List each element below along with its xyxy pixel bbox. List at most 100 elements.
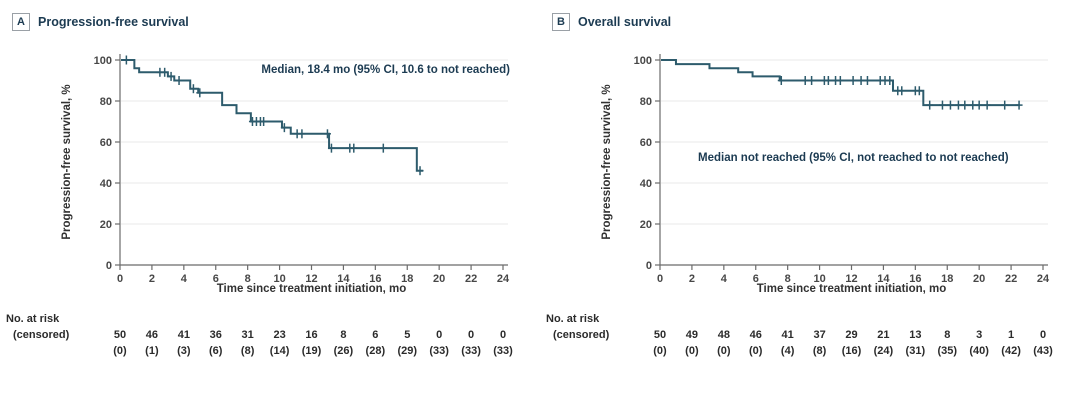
censored-count: (19) (301, 345, 322, 357)
panel-a-title: A Progression-free survival (12, 13, 189, 31)
panel-b-y-axis-label: Progression-free survival, % (601, 84, 613, 240)
panel-b-at-risk-row: 50 49 48 46 41 37 29 21 13 8 3 1 0 (540, 329, 1080, 343)
at-risk-count: 16 (305, 329, 318, 341)
svg-text:18: 18 (401, 273, 413, 285)
panel-b: 0 20 40 60 80 100 0 2 4 6 8 10 12 14 16 18 20 22 24 B Over… (540, 0, 1080, 400)
censored-count: (33) (429, 345, 449, 357)
censored-count: (40) (969, 345, 989, 357)
svg-text:0: 0 (657, 273, 663, 285)
at-risk-count: 0 (436, 329, 443, 341)
censored-count: (0) (717, 345, 731, 357)
censored-count: (1) (145, 345, 159, 357)
svg-text:4: 4 (721, 273, 728, 285)
svg-text:60: 60 (640, 137, 652, 149)
svg-text:14: 14 (877, 273, 890, 285)
censored-count: (8) (812, 345, 827, 357)
svg-text:24: 24 (497, 273, 510, 285)
panel-a-at-risk-row: 50 46 41 36 31 23 16 8 6 5 0 0 0 (0, 329, 540, 343)
svg-text:18: 18 (941, 273, 953, 285)
at-risk-count: 46 (145, 329, 159, 341)
censored-count: (0) (113, 345, 127, 357)
censored-count: (0) (685, 345, 699, 357)
censored-count: (26) (333, 345, 354, 357)
panel-b-title-text: Overall survival (578, 15, 672, 29)
svg-text:0: 0 (646, 260, 652, 272)
panel-a-censored-label: (censored) (13, 329, 70, 341)
censored-count: (14) (269, 345, 290, 357)
at-risk-count: 8 (340, 329, 347, 341)
panel-b-censored-row: (0) (0) (0) (0) (4) (8) (16) (24) (31) (35) (40) (4… (540, 345, 1080, 359)
censored-count: (28) (365, 345, 386, 357)
svg-text:0: 0 (117, 273, 123, 285)
at-risk-count: 3 (976, 329, 983, 341)
censored-count: (35) (937, 345, 958, 357)
panel-b-x-axis-label: Time since treatment initiation, mo (756, 283, 947, 295)
svg-text:8: 8 (245, 273, 251, 285)
at-risk-count: 50 (113, 329, 127, 341)
svg-text:2: 2 (689, 273, 695, 285)
at-risk-count: 6 (372, 329, 379, 341)
svg-text:22: 22 (1005, 273, 1017, 285)
panel-b-median-annotation: Median not reached (95% CI, not reached … (698, 152, 1009, 164)
panel-a-x-axis-label: Time since treatment initiation, mo (216, 283, 407, 295)
svg-text:80: 80 (100, 96, 112, 108)
svg-text:4: 4 (181, 273, 188, 285)
at-risk-count: 23 (273, 329, 286, 341)
panel-a-median-annotation: Median, 18.4 mo (95% CI, 10.6 to not rea… (261, 64, 510, 76)
svg-text:20: 20 (100, 219, 112, 231)
svg-text:0: 0 (106, 260, 112, 272)
svg-text:100: 100 (94, 55, 112, 67)
panel-a-y-axis-label: Progression-free survival, % (61, 84, 73, 240)
at-risk-count: 50 (653, 329, 667, 341)
at-risk-count: 0 (1039, 329, 1047, 341)
censored-count: (42) (1001, 345, 1021, 357)
svg-text:6: 6 (213, 273, 219, 285)
at-risk-count: 41 (177, 329, 190, 341)
censored-count: (43) (1033, 345, 1053, 357)
svg-text:6: 6 (753, 273, 759, 285)
at-risk-count: 41 (781, 329, 794, 341)
svg-text:20: 20 (640, 219, 652, 231)
svg-text:10: 10 (273, 273, 285, 285)
censored-count: (6) (209, 345, 223, 357)
svg-text:8: 8 (785, 273, 791, 285)
at-risk-count: 31 (241, 329, 254, 341)
censored-count: (24) (873, 345, 894, 357)
svg-text:16: 16 (909, 273, 921, 285)
svg-text:12: 12 (305, 273, 317, 285)
censored-count: (8) (240, 345, 255, 357)
panel-a-title-text: Progression-free survival (38, 15, 189, 29)
at-risk-count: 1 (1008, 329, 1015, 341)
at-risk-count: 5 (404, 329, 411, 341)
censored-count: (33) (461, 345, 481, 357)
censored-count: (16) (841, 345, 862, 357)
censored-count: (33) (493, 345, 513, 357)
at-risk-count: 48 (717, 329, 730, 341)
panel-b-label: B (552, 13, 570, 31)
at-risk-count: 46 (749, 329, 762, 341)
svg-text:60: 60 (100, 137, 112, 149)
at-risk-count: 8 (944, 329, 951, 341)
panel-a-censored-row: (0) (1) (3) (6) (8) (14) (19) (26) (28) (29) (33) (… (0, 345, 540, 359)
censored-count: (0) (653, 345, 667, 357)
censored-count: (3) (177, 345, 191, 357)
panel-a-risk-label: No. at risk (6, 313, 60, 325)
at-risk-count: 0 (499, 329, 507, 341)
censored-count: (31) (905, 345, 926, 357)
svg-text:14: 14 (337, 273, 350, 285)
svg-text:16: 16 (369, 273, 381, 285)
svg-text:80: 80 (640, 96, 652, 108)
svg-text:24: 24 (1037, 273, 1050, 285)
at-risk-count: 0 (468, 329, 475, 341)
at-risk-count: 36 (209, 329, 222, 341)
at-risk-count: 49 (685, 329, 699, 341)
censored-count: (29) (397, 345, 418, 357)
svg-text:10: 10 (813, 273, 825, 285)
svg-text:20: 20 (973, 273, 985, 285)
svg-text:40: 40 (100, 178, 112, 190)
panel-b-risk-label: No. at risk (546, 313, 600, 325)
svg-text:2: 2 (149, 273, 155, 285)
